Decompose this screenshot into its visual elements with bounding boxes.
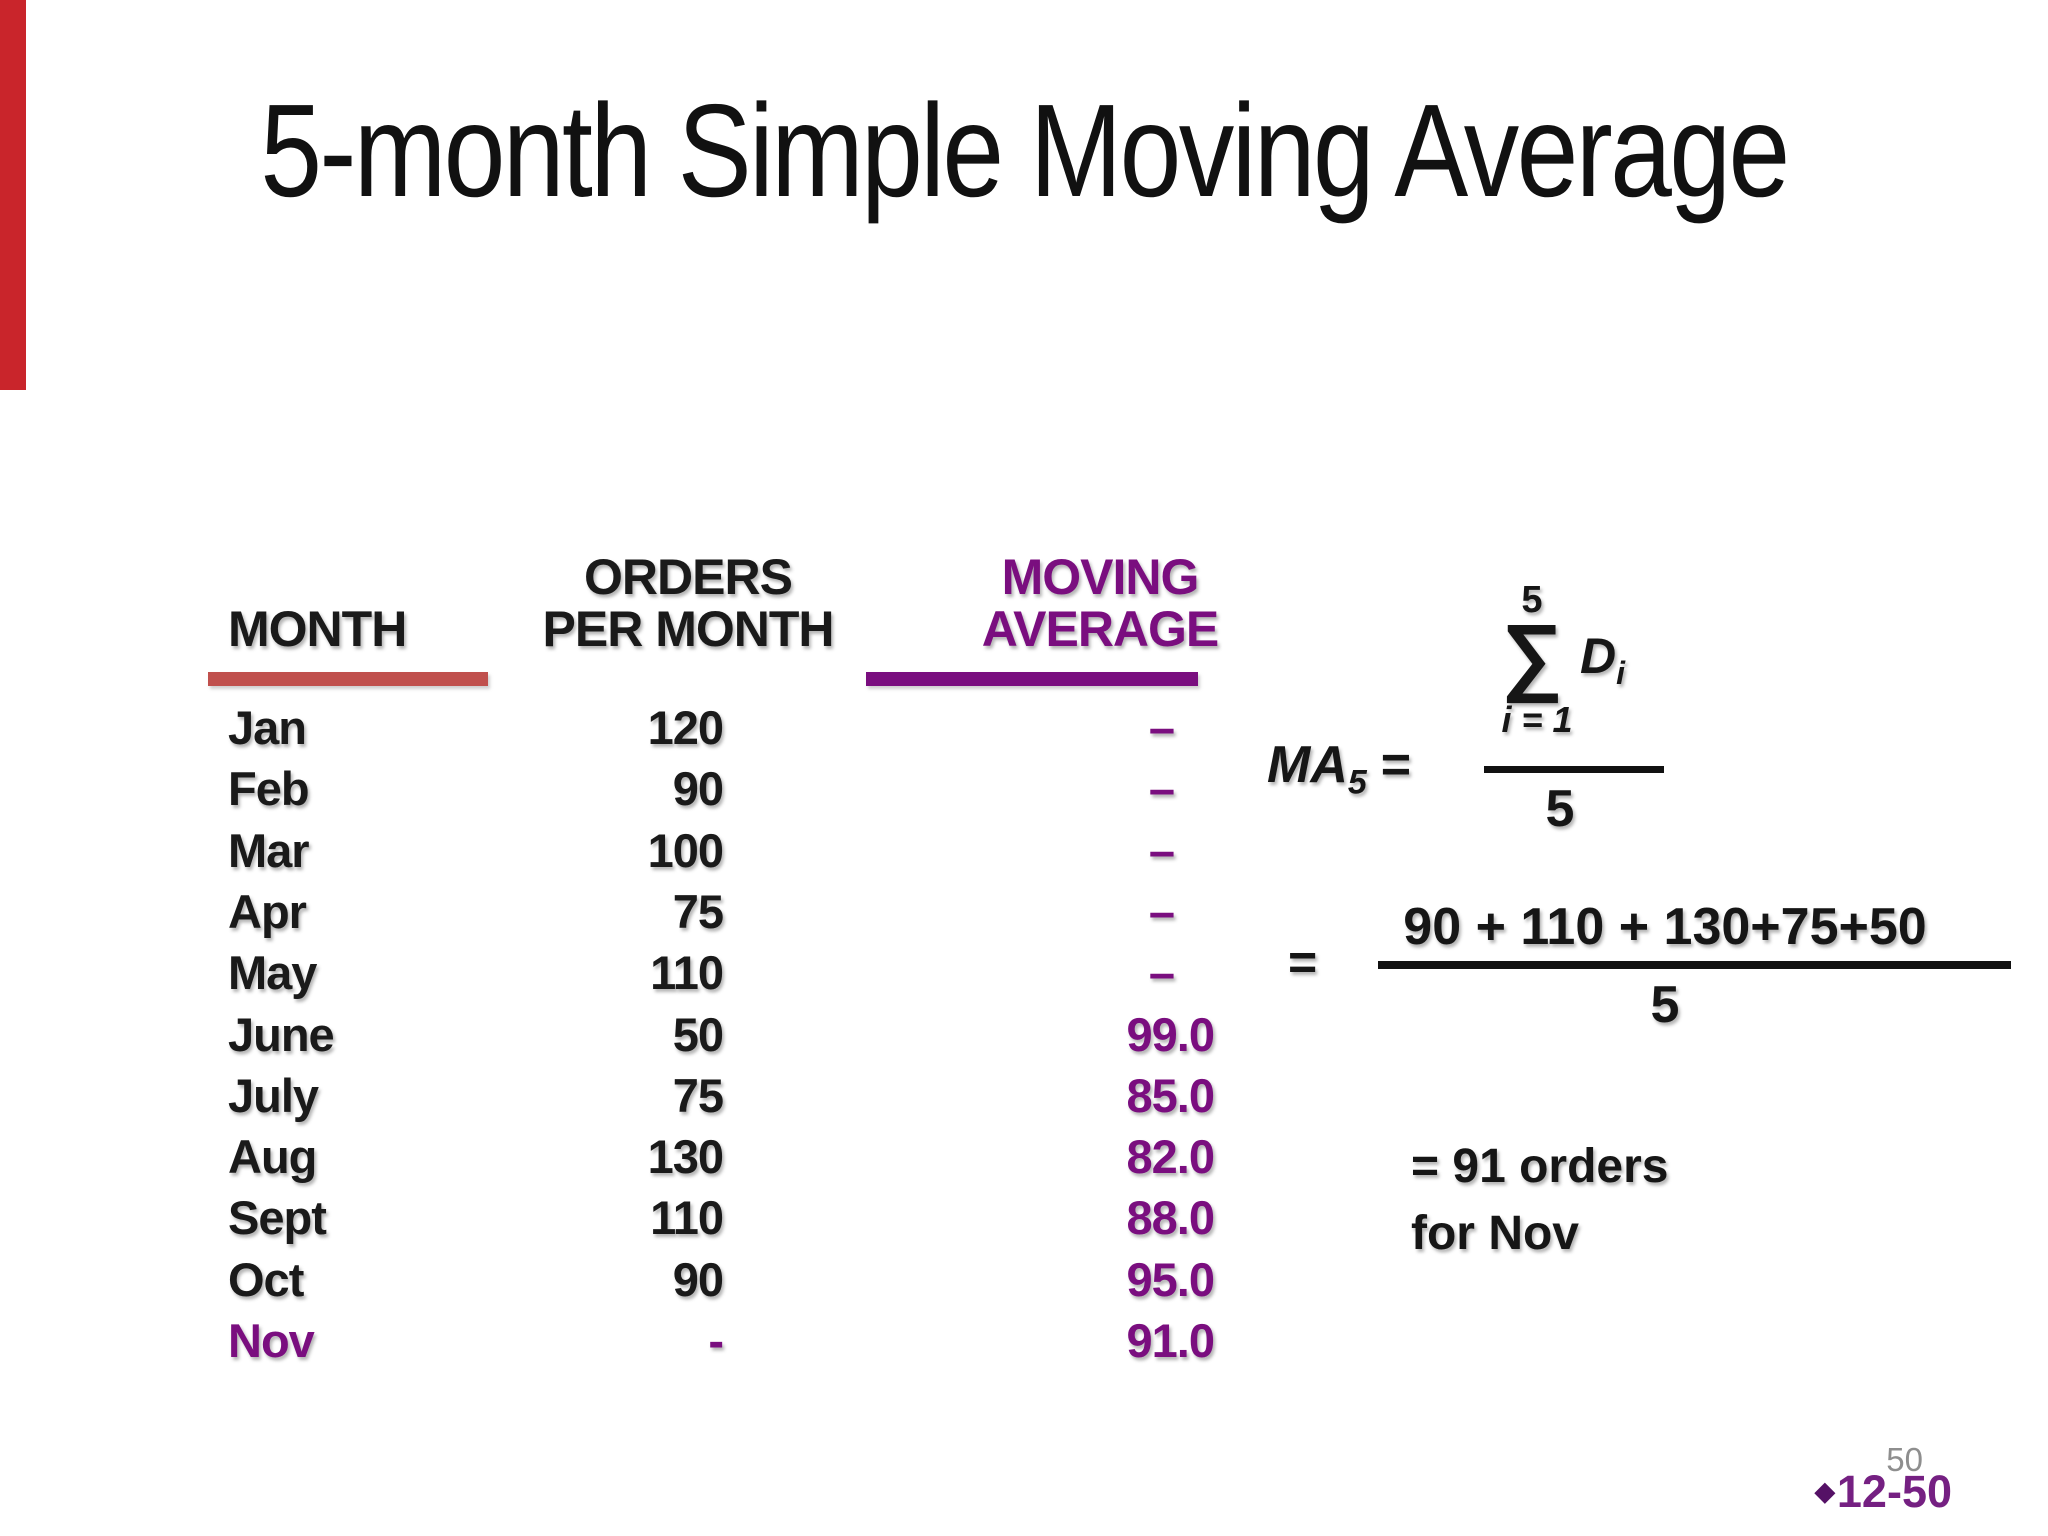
orders-cell: 120 (647, 701, 724, 754)
moving-average-cell: 95.0 (1126, 1252, 1215, 1306)
month-cell: Oct (228, 1252, 304, 1306)
fraction-denominator: 5 (1545, 780, 1575, 838)
table-row: Aug 130 82.0 (0, 1126, 2048, 1188)
month-cell: June (228, 1007, 335, 1061)
ma-header-line1: MOVING (1001, 549, 1200, 605)
orders-cell: 90 (672, 1252, 724, 1306)
orders-cell: 100 (647, 823, 724, 877)
moving-average-cell: 88.0 (1126, 1191, 1215, 1245)
moving-average-header-underline (866, 672, 1198, 686)
footer-label: 12-50 (1836, 1466, 1952, 1517)
sigma-lower-limit: i = 1 (1501, 699, 1573, 740)
page-number: 50 (1886, 1441, 1923, 1478)
orders-cell: 130 (647, 1130, 724, 1184)
orders-cell: 75 (672, 1068, 724, 1122)
orders-header-line2: PER MONTH (542, 601, 835, 657)
demand-symbol: D (1580, 628, 1617, 684)
ma-header-line2: AVERAGE (981, 601, 1220, 657)
sigma-upper-limit: 5 (1521, 579, 1543, 621)
month-cell: May (228, 946, 317, 1000)
orders-cell: 90 (672, 762, 724, 816)
moving-average-cell: 85.0 (1126, 1068, 1215, 1122)
left-accent-bar (0, 0, 26, 390)
orders-cell: 50 (672, 1007, 724, 1061)
table-row: May 110 – (0, 942, 2048, 1004)
month-cell: Sept (228, 1191, 327, 1245)
equation2-fraction-bar (1378, 961, 2011, 969)
month-column-header: MONTH (228, 601, 407, 657)
moving-average-cell: 91.0 (1126, 1314, 1215, 1367)
moving-average-cell: 99.0 (1126, 1007, 1215, 1061)
ma-symbol: MA (1267, 736, 1348, 794)
orders-cell: 110 (650, 1191, 724, 1245)
month-cell: July (228, 1068, 319, 1122)
slide-footer-number: ◆12-50 (1702, 1466, 1952, 1517)
result-line-1: = 91 orders (1411, 1140, 1669, 1193)
moving-average-cell: – (1148, 701, 1175, 754)
demand-term: Di (1580, 628, 1625, 701)
ma5-formula-lhs: MA5 = (1267, 734, 1412, 801)
table-row: Jan 120 – (0, 697, 2048, 759)
orders-cell: 75 (672, 884, 724, 938)
equation2-equals: = (1288, 934, 1318, 990)
table-row: Feb 90 – (0, 758, 2048, 820)
diamond-bullet-icon: ◆ (1814, 1476, 1835, 1506)
moving-average-cell: – (1148, 823, 1175, 877)
moving-average-cell: – (1148, 762, 1175, 816)
month-cell: Mar (228, 823, 310, 877)
orders-cell: - (708, 1314, 724, 1367)
table-row: July 75 85.0 (0, 1065, 2048, 1127)
month-cell: Aug (228, 1130, 317, 1184)
table-row: Apr 75 – (0, 881, 2048, 943)
equation2-numerator: 90 + 110 + 130+75+50 (1403, 898, 1927, 956)
moving-average-cell: 82.0 (1126, 1130, 1215, 1184)
ma-subscript: 5 (1347, 763, 1367, 802)
month-header-underline (208, 672, 488, 686)
table-row: Mar 100 – (0, 820, 2048, 882)
orders-column-header: ORDERS PER MONTH (438, 551, 938, 655)
slide-title: 5-month Simple Moving Average (260, 77, 1790, 224)
fraction-bar (1484, 766, 1664, 773)
table-row: Oct 90 95.0 (0, 1249, 2048, 1311)
equation2-denominator: 5 (1650, 976, 1680, 1034)
table-row: June 50 99.0 (0, 1004, 2048, 1066)
moving-average-cell: – (1148, 884, 1175, 938)
orders-cell: 110 (650, 946, 724, 1000)
month-cell: Nov (228, 1314, 315, 1367)
sigma-symbol: ∑ (1501, 607, 1563, 703)
table-row: Sept 110 88.0 (0, 1187, 2048, 1249)
table-row: Nov - 91.0 (0, 1310, 2048, 1372)
month-cell: Apr (228, 884, 307, 938)
moving-average-cell: – (1148, 946, 1175, 1000)
orders-header-line1: ORDERS (584, 549, 793, 605)
moving-average-column-header: MOVING AVERAGE (850, 551, 1350, 655)
result-line-2: for Nov (1411, 1207, 1579, 1260)
month-cell: Jan (228, 701, 307, 754)
demand-subscript: i (1616, 655, 1625, 691)
equals-sign: = (1380, 736, 1412, 794)
month-cell: Feb (228, 762, 310, 816)
